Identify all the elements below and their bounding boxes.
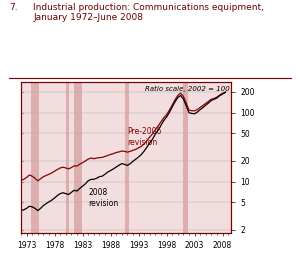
Text: 7.: 7. (9, 3, 18, 12)
Text: Industrial production: Communications equipment,
January 1972–June 2008: Industrial production: Communications eq… (33, 3, 264, 22)
Bar (66, 82, 69, 233)
Bar (124, 82, 129, 233)
Bar (74, 82, 82, 233)
Bar (183, 82, 188, 233)
Text: 2008
revision: 2008 revision (88, 188, 118, 208)
Bar (31, 82, 39, 233)
Text: Ratio scale, 2002 = 100: Ratio scale, 2002 = 100 (145, 86, 229, 92)
Text: Pre-2006
revision: Pre-2006 revision (128, 127, 162, 147)
